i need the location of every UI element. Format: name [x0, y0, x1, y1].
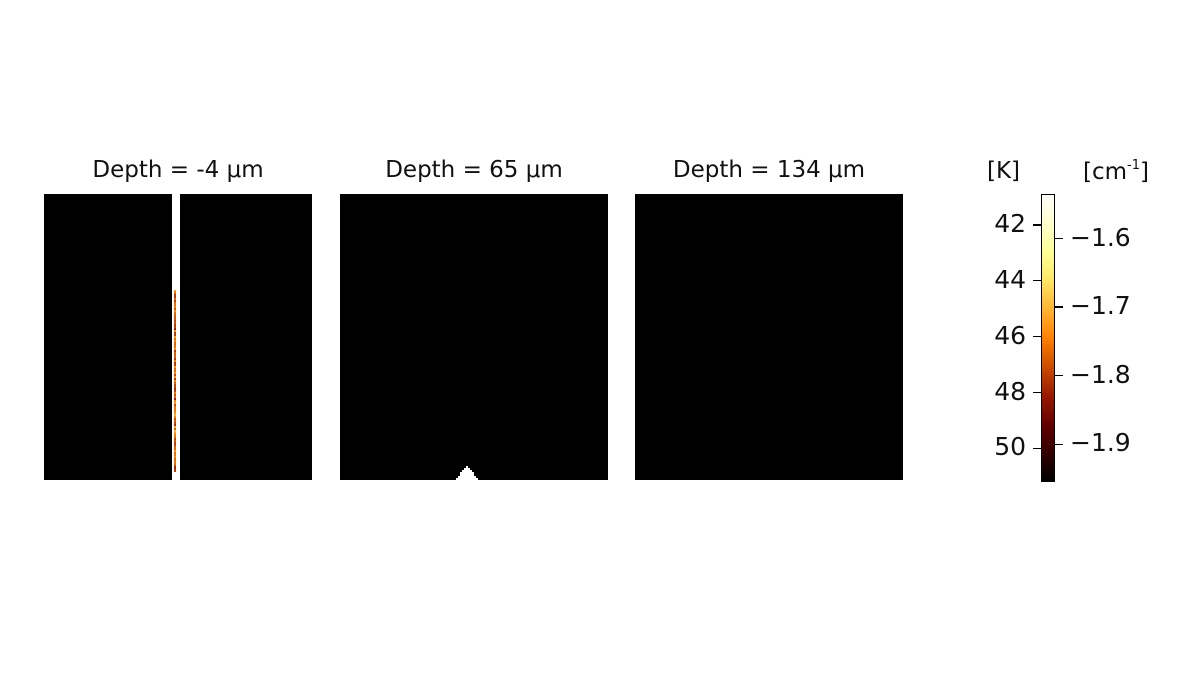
colorbar-tick-right-0	[1055, 237, 1063, 240]
heatmap-panel-1	[44, 194, 312, 480]
scale-bar-1	[268, 464, 298, 467]
scale-bar-2	[564, 464, 594, 467]
colorbar-tick-left-4	[1033, 447, 1041, 450]
colorbar-tick-left-3	[1033, 391, 1041, 394]
colorbar-label-right-1: −1.7	[1070, 291, 1131, 321]
colorbar-label-right-2: −1.8	[1070, 359, 1131, 389]
colorbar-tick-right-1	[1055, 306, 1063, 308]
colorbar-tick-left-1	[1033, 279, 1041, 282]
colorbar-label-left-3: 48	[994, 376, 1026, 406]
colorbar-unit-left: [K]	[987, 158, 1021, 184]
colorbar-label-left-4: 50	[994, 432, 1026, 462]
colorbar-tick-right-3	[1055, 443, 1063, 446]
panel-title-1: Depth = -4 μm	[92, 157, 264, 183]
colorbar-label-left-0: 42	[994, 208, 1026, 238]
heatmap-panel-3	[635, 194, 903, 480]
heatmap-panel-2	[340, 194, 608, 480]
colorbar	[1041, 194, 1055, 482]
colorbar-tick-left-2	[1033, 335, 1041, 338]
scale-bar-3	[859, 464, 889, 467]
panel-title-2: Depth = 65 μm	[385, 157, 563, 183]
panel-title-3: Depth = 134 μm	[672, 157, 866, 183]
colorbar-label-right-3: −1.9	[1070, 428, 1131, 458]
colorbar-label-left-1: 44	[994, 264, 1026, 294]
colorbar-tick-left-0	[1033, 224, 1041, 226]
colorbar-unit-right: [cm-1]	[1083, 158, 1149, 185]
colorbar-label-left-2: 46	[994, 320, 1026, 350]
colorbar-label-right-0: −1.6	[1070, 222, 1131, 252]
colorbar-tick-right-2	[1055, 374, 1063, 377]
